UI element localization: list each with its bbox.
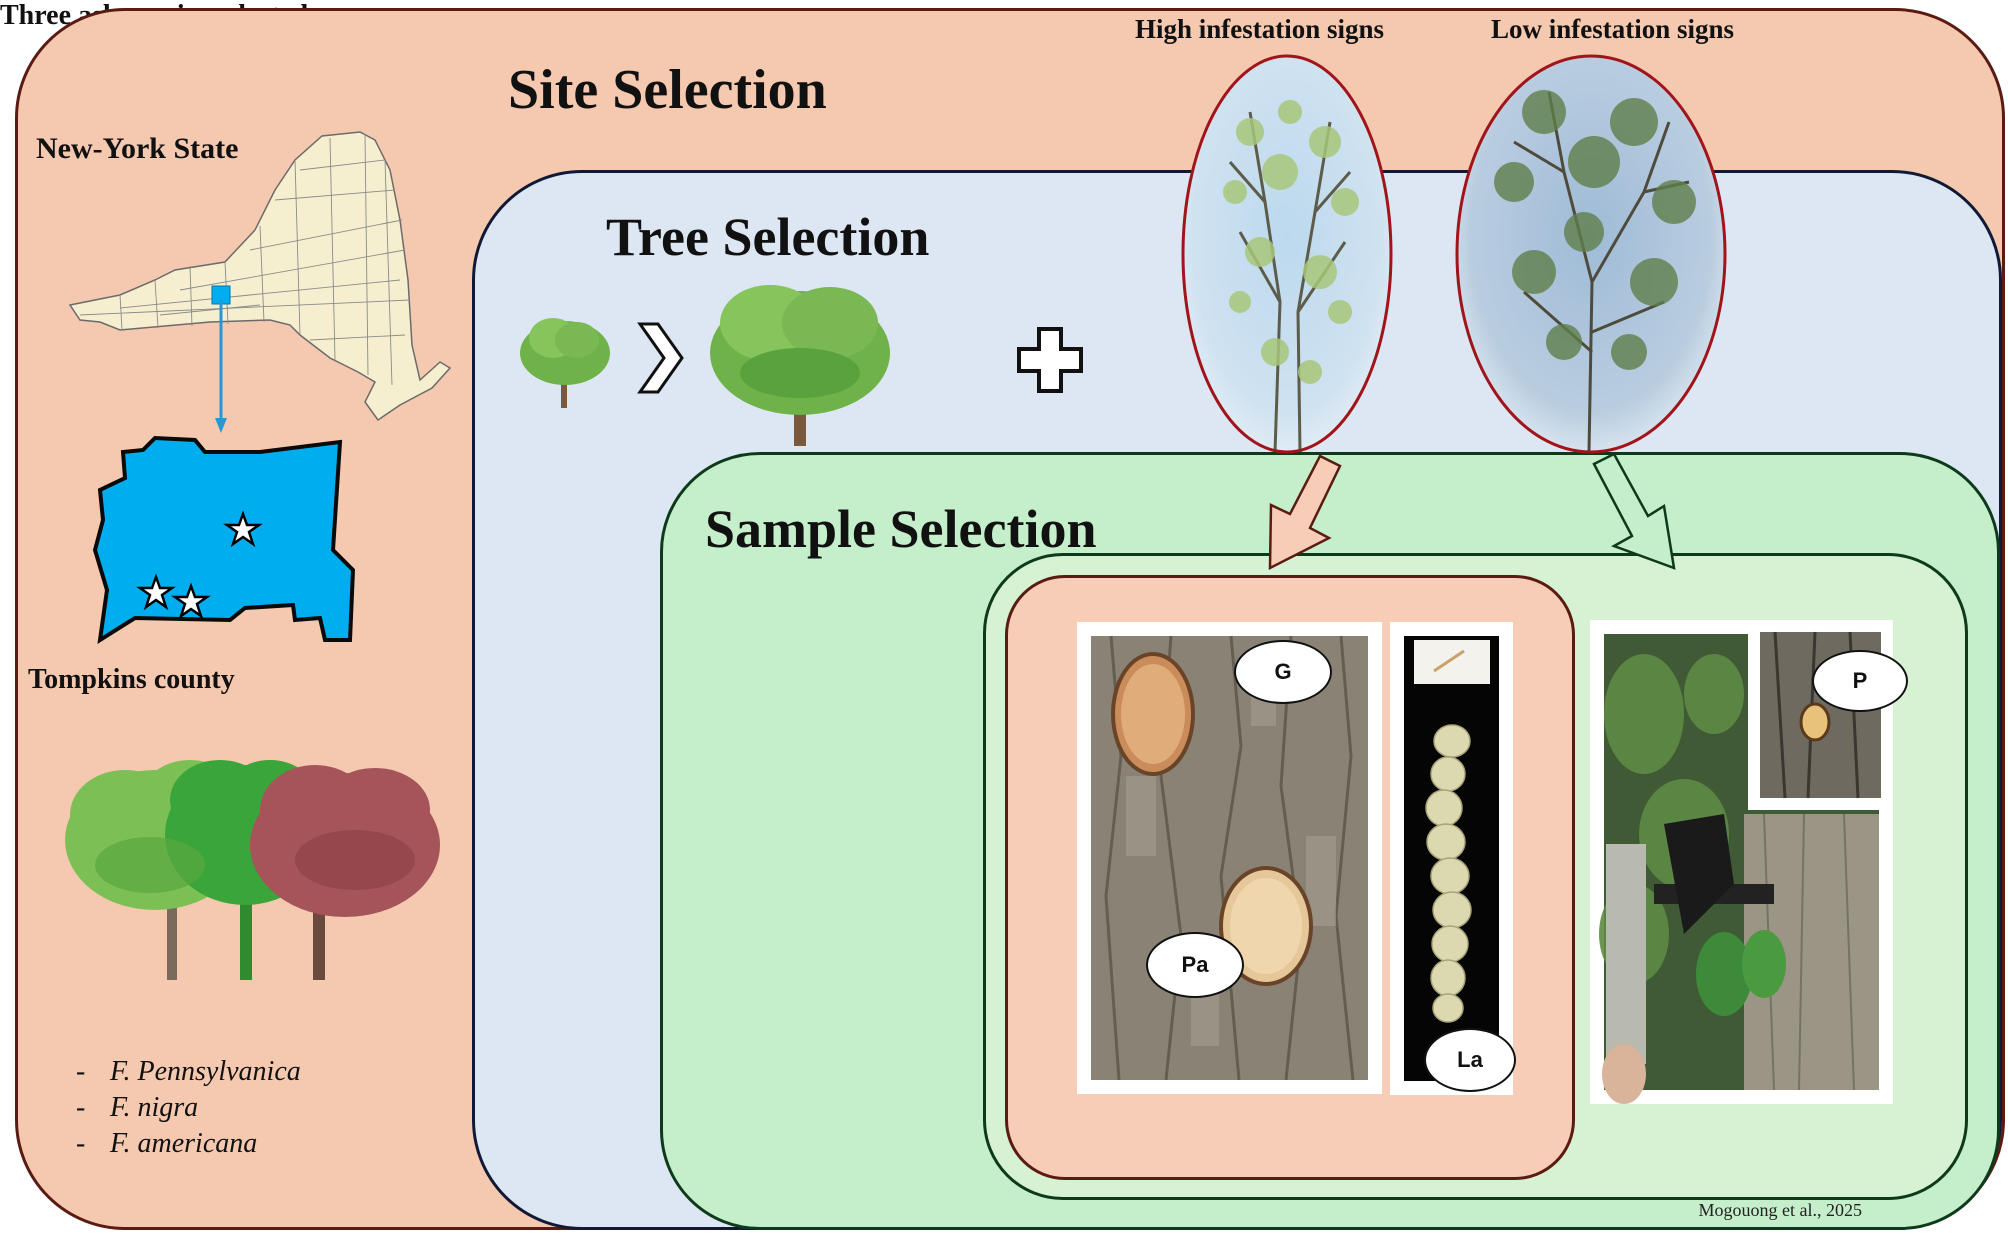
sampling-site-star-3: [171, 582, 211, 620]
low-to-sample-arrow: [1592, 452, 1676, 570]
ash-species-trees-illustration: [65, 760, 440, 980]
large-tree-icon: [710, 285, 890, 446]
low-infestation-label: Low infestation signs: [1491, 14, 1735, 44]
phloem-label: P: [1812, 650, 1908, 712]
species-item: - F. americana: [76, 1128, 258, 1159]
pupal-chamber-label: Pa: [1146, 932, 1244, 998]
species-item: - F. nigra: [76, 1092, 199, 1123]
sample-selection-title: Sample Selection: [705, 499, 1097, 559]
figure-credit: Mogouong et al., 2025: [1698, 1200, 1863, 1220]
species-item: - F. Pennsylvanica: [76, 1056, 301, 1087]
site-selection-title: Site Selection: [508, 59, 827, 121]
tree-selection-title: Tree Selection: [606, 207, 930, 267]
bark-texture: [1091, 635, 1368, 1081]
high-infestation-label: High infestation signs: [1135, 14, 1385, 44]
phloem-sampling-photo: [1590, 620, 1893, 1104]
larva-photo: [1390, 622, 1513, 1095]
greater-than-chevron-icon: [637, 322, 684, 394]
map-zoom-arrow: [215, 300, 227, 433]
sampling-site-star-2: [136, 573, 176, 611]
larva-image: [1404, 636, 1499, 1081]
high-to-sample-arrow: [1268, 454, 1342, 571]
small-tree-icon: [520, 318, 610, 408]
low-infestation-tree-photo: [1455, 54, 1727, 454]
larva-label: La: [1424, 1028, 1516, 1092]
tompkins-county-map: [92, 435, 356, 644]
tompkins-county-label: Tompkins county: [28, 664, 235, 695]
high-infestation-tree-photo: [1181, 54, 1393, 454]
new-york-state-label: New-York State: [36, 132, 239, 165]
sampling-site-star-1: [223, 510, 263, 548]
bark-sample-photo: [1077, 622, 1382, 1094]
phloem-inset-photo: [1748, 620, 1893, 810]
phloem-bark-inset: [1760, 631, 1881, 799]
gallery-label: G: [1234, 640, 1332, 704]
plus-icon: [1017, 327, 1083, 393]
new-york-state-map: [68, 131, 452, 422]
